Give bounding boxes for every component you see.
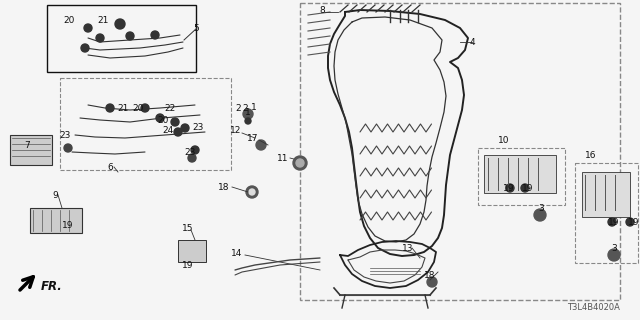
Circle shape [296,159,304,167]
Circle shape [521,184,529,192]
Text: 21: 21 [97,15,109,25]
Text: 9: 9 [52,190,58,199]
Circle shape [256,140,266,150]
Text: 14: 14 [231,249,243,258]
Circle shape [626,218,634,226]
Text: 13: 13 [403,244,413,252]
Text: 3: 3 [538,204,544,212]
Circle shape [156,114,164,122]
Bar [30,208,82,233]
Bar [60,78,231,170]
Text: 17: 17 [247,133,259,142]
Text: 24: 24 [163,125,173,134]
Text: 1: 1 [251,102,257,111]
Text: 22: 22 [164,103,175,113]
Circle shape [141,104,149,112]
Circle shape [246,186,258,198]
Text: 8: 8 [319,5,325,14]
Text: 3: 3 [611,244,617,252]
Circle shape [608,218,616,226]
Circle shape [174,128,182,136]
Circle shape [534,209,546,221]
Circle shape [243,109,253,119]
Circle shape [293,156,307,170]
Circle shape [96,34,104,42]
Text: 11: 11 [277,154,289,163]
Circle shape [506,184,514,192]
Text: 18: 18 [424,270,436,279]
Text: 18: 18 [218,182,230,191]
Text: 1: 1 [245,108,251,116]
Text: 4: 4 [469,37,475,46]
Text: 12: 12 [230,125,242,134]
Text: 23: 23 [192,123,204,132]
Circle shape [245,118,251,124]
Circle shape [81,44,89,52]
Circle shape [115,19,125,29]
Bar [575,163,638,263]
Text: 21: 21 [117,103,129,113]
Bar [478,148,565,205]
Circle shape [106,104,114,112]
Text: 16: 16 [585,150,596,159]
Text: 15: 15 [182,223,194,233]
Text: 6: 6 [107,163,113,172]
Text: 19: 19 [182,260,194,269]
Text: 20: 20 [63,15,75,25]
Circle shape [84,24,92,32]
Circle shape [191,146,199,154]
Text: 19: 19 [608,218,620,227]
Circle shape [249,189,255,195]
Text: 20: 20 [132,103,144,113]
Circle shape [126,32,134,40]
Text: 2: 2 [235,103,241,113]
Text: T3L4B4020A: T3L4B4020A [567,303,620,312]
Circle shape [181,124,189,132]
Circle shape [171,118,179,126]
Text: 19: 19 [62,220,74,229]
Circle shape [64,144,72,152]
Text: 23: 23 [184,148,196,156]
Text: 5: 5 [193,23,199,33]
Bar [47,5,196,72]
Bar [300,3,620,300]
Bar [484,155,556,193]
Text: 20: 20 [157,116,169,124]
Text: 19: 19 [503,183,515,193]
Circle shape [608,249,620,261]
Text: 23: 23 [60,131,70,140]
Text: 7: 7 [24,140,30,149]
Bar [178,240,206,262]
Text: 2: 2 [242,103,248,113]
Text: 10: 10 [499,135,509,145]
Bar [10,135,52,165]
Circle shape [427,277,437,287]
Text: 19: 19 [522,183,534,193]
Bar [582,172,630,217]
Text: FR.: FR. [41,281,63,293]
Circle shape [188,154,196,162]
Circle shape [151,31,159,39]
Text: 19: 19 [628,218,640,227]
